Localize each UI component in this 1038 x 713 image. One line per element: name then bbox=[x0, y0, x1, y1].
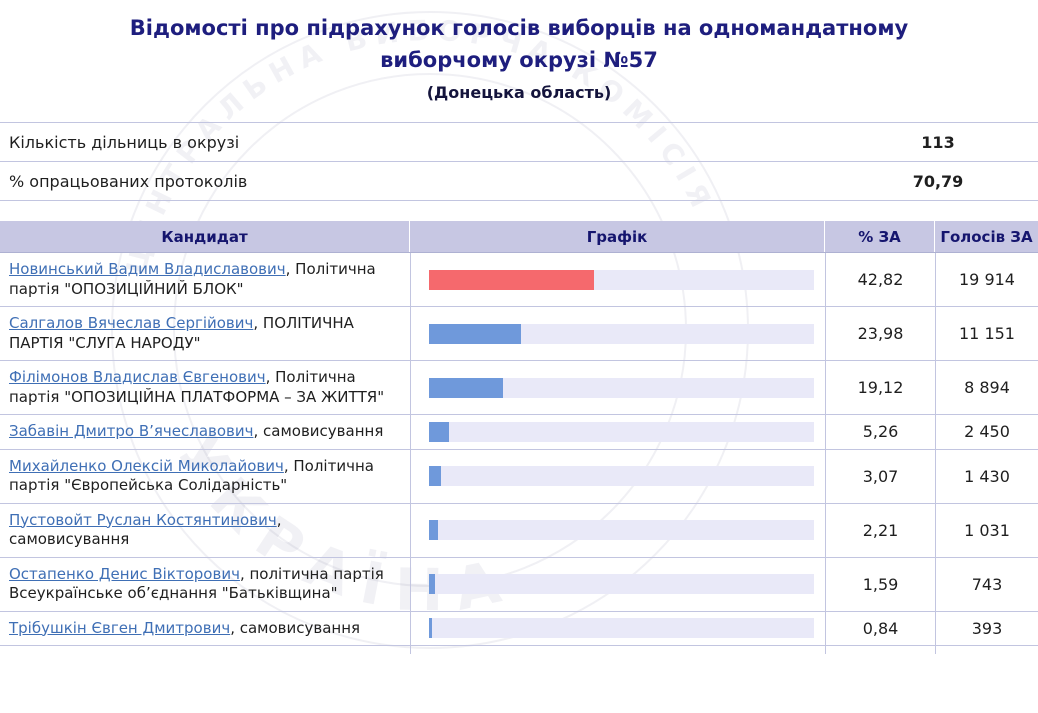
candidate-party: , ПОЛІТИЧНА ПАРТІЯ "СЛУГА НАРОДУ" bbox=[9, 314, 354, 352]
percent-value: 42,82 bbox=[825, 253, 935, 306]
bar-track bbox=[429, 377, 814, 398]
summary-label: Кількість дільниць в окрузі bbox=[9, 132, 240, 152]
table-row: Філімонов Владислав Євгенович, Політична… bbox=[0, 361, 1038, 415]
column-header-votes: Голосів ЗА bbox=[940, 227, 1033, 246]
table-row-partial bbox=[0, 646, 1038, 654]
title-block: Відомості про підрахунок голосів виборці… bbox=[0, 0, 1038, 110]
summary-row-precincts: Кількість дільниць в окрузі 113 bbox=[0, 123, 1038, 162]
region-subtitle: (Донецька область) bbox=[426, 83, 612, 102]
candidate-link[interactable]: Трібушкін Євген Дмитрович bbox=[9, 618, 231, 637]
candidate-link[interactable]: Пустовойт Руслан Костянтинович bbox=[9, 510, 277, 529]
candidate-party: , політична партія Всеукраїнське об’єдна… bbox=[9, 564, 384, 603]
column-header-candidate: Кандидат bbox=[0, 221, 410, 252]
candidate-party: , Політична партія "Європейська Солідарн… bbox=[9, 456, 374, 495]
votes-value: 743 bbox=[935, 557, 1038, 611]
table-row: Трібушкін Євген Дмитрович, самовисування… bbox=[0, 611, 1038, 646]
table-row: Салгалов Вячеслав Сергійович, ПОЛІТИЧНА … bbox=[0, 307, 1038, 361]
table-row: Новинський Вадим Владиславович, Політичн… bbox=[0, 253, 1038, 307]
bar-track bbox=[429, 520, 814, 540]
percent-value: 3,07 bbox=[825, 449, 935, 503]
bar-track bbox=[429, 618, 814, 639]
candidate-link[interactable]: Філімонов Владислав Євгенович bbox=[9, 368, 266, 386]
percent-value: 5,26 bbox=[825, 415, 935, 449]
votes-value: 8 894 bbox=[935, 361, 1038, 414]
summary-row-protocols: % опрацьованих протоколів 70,79 bbox=[0, 162, 1038, 201]
page-title: Відомості про підрахунок голосів виборці… bbox=[129, 16, 909, 72]
percent-value: 0,84 bbox=[825, 611, 935, 645]
bar-track bbox=[429, 574, 814, 594]
column-header-chart: Графік bbox=[410, 221, 825, 252]
bar-fill bbox=[429, 269, 594, 290]
percent-value: 19,12 bbox=[825, 361, 935, 414]
candidate-link[interactable]: Михайленко Олексій Миколайович bbox=[9, 456, 284, 475]
table-row: Забавін Дмитро В’ячеславович, самовисува… bbox=[0, 415, 1038, 450]
percent-value: 1,59 bbox=[825, 557, 935, 611]
summary-value: 113 bbox=[921, 132, 955, 152]
summary-label: % опрацьованих протоколів bbox=[9, 171, 248, 191]
bar-fill bbox=[429, 323, 522, 344]
votes-value: 393 bbox=[935, 611, 1038, 645]
candidate-link[interactable]: Новинський Вадим Владиславович bbox=[9, 260, 286, 278]
percent-value: 23,98 bbox=[825, 307, 935, 360]
table-row: Остапенко Денис Вікторович, політична па… bbox=[0, 557, 1038, 612]
page-content: Відомості про підрахунок голосів виборці… bbox=[0, 0, 1038, 654]
votes-value: 19 914 bbox=[935, 253, 1038, 306]
results-table: Кандидат Графік % ЗА Голосів ЗА Новинськ… bbox=[0, 221, 1038, 654]
percent-value: 2,21 bbox=[825, 503, 935, 557]
bar-fill bbox=[429, 377, 503, 398]
bar-fill bbox=[429, 618, 433, 639]
candidate-party: , самовисування bbox=[9, 510, 282, 549]
candidate-link[interactable]: Забавін Дмитро В’ячеславович bbox=[9, 422, 254, 440]
votes-value: 1 031 bbox=[935, 503, 1038, 557]
bar-track bbox=[429, 466, 814, 486]
bar-track bbox=[429, 269, 814, 290]
votes-value: 11 151 bbox=[935, 307, 1038, 360]
column-header-percent: % ЗА bbox=[825, 221, 935, 252]
bar-fill bbox=[429, 520, 438, 540]
table-row: Михайленко Олексій Миколайович, Політичн… bbox=[0, 449, 1038, 504]
candidate-link[interactable]: Остапенко Денис Вікторович bbox=[9, 564, 240, 583]
candidate-party: , самовисування bbox=[230, 618, 361, 637]
candidate-link[interactable]: Салгалов Вячеслав Сергійович bbox=[9, 314, 254, 332]
bar-fill bbox=[429, 574, 436, 594]
bar-fill bbox=[429, 466, 441, 486]
votes-value: 1 430 bbox=[935, 449, 1038, 503]
candidate-party: , Політична партія "ОПОЗИЦІЙНИЙ БЛОК" bbox=[9, 260, 376, 298]
bar-fill bbox=[429, 421, 450, 442]
summary-value: 70,79 bbox=[912, 171, 964, 191]
candidate-party: , Політична партія "ОПОЗИЦІЙНА ПЛАТФОРМА… bbox=[9, 368, 385, 406]
votes-value: 2 450 bbox=[935, 415, 1038, 449]
table-row: Пустовойт Руслан Костянтинович, самовису… bbox=[0, 503, 1038, 558]
bar-track bbox=[429, 323, 814, 344]
table-header-row: Кандидат Графік % ЗА Голосів ЗА bbox=[0, 221, 1038, 253]
bar-track bbox=[429, 421, 814, 442]
candidate-party: , самовисування bbox=[253, 422, 384, 440]
summary-table: Кількість дільниць в окрузі 113 % опраць… bbox=[0, 122, 1038, 201]
